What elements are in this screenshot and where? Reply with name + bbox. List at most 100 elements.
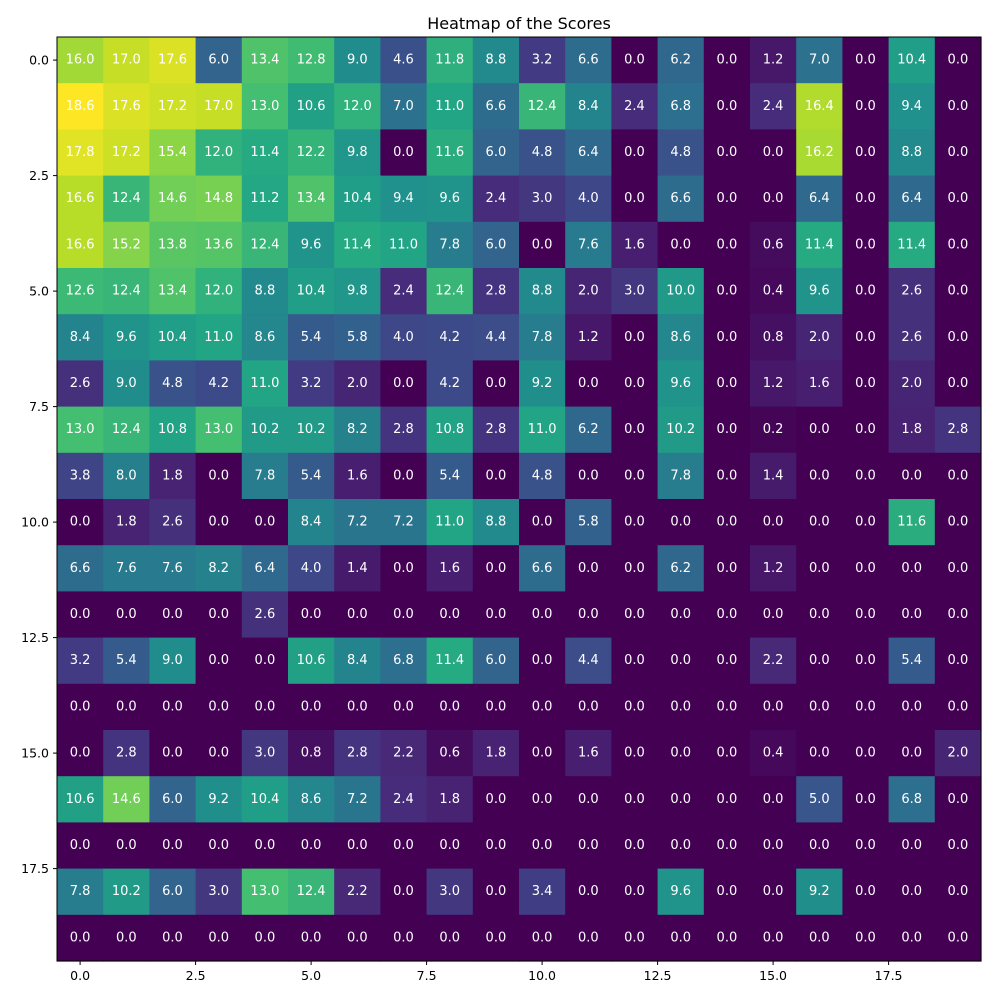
heatmap-cell: [334, 499, 381, 546]
heatmap-cell: [241, 776, 289, 823]
heatmap-cell: [195, 776, 243, 823]
cell-value-label: 0.0: [70, 838, 91, 853]
heatmap-cell: [241, 822, 289, 870]
cell-value-label: 0.0: [855, 237, 876, 252]
x-tick-label: 12.5: [644, 968, 672, 983]
heatmap-cell: [888, 83, 936, 130]
heatmap-cell: [750, 545, 797, 592]
cell-value-label: 0.0: [670, 607, 691, 622]
cell-value-label: 0.0: [116, 699, 137, 714]
heatmap-cell: [241, 221, 289, 269]
cell-value-label: 4.0: [393, 330, 414, 345]
heatmap-cell: [472, 683, 520, 731]
cell-value-label: 3.0: [255, 746, 276, 761]
heatmap-cell: [195, 683, 243, 731]
cell-value-label: 0.0: [624, 792, 645, 807]
heatmap-cell: [149, 268, 197, 315]
cell-value-label: 2.8: [393, 422, 414, 437]
x-tick-label: 17.5: [875, 968, 903, 983]
cell-value-label: 0.0: [717, 191, 738, 206]
cell-value-label: 0.0: [578, 792, 599, 807]
cell-value-label: 0.0: [948, 237, 969, 252]
cell-value-label: 0.0: [763, 699, 784, 714]
cell-value-label: 0.0: [948, 376, 969, 391]
cell-value-label: 2.8: [486, 284, 507, 299]
heatmap-cell: [195, 591, 243, 639]
heatmap-cell: [796, 175, 843, 223]
heatmap-cell: [565, 730, 612, 777]
cell-value-label: 0.0: [301, 930, 322, 945]
heatmap-cell: [380, 637, 428, 685]
cell-value-label: 0.0: [486, 607, 507, 622]
heatmap-cell: [703, 822, 751, 870]
cell-value-label: 11.0: [250, 376, 279, 391]
heatmap-cell: [472, 129, 520, 177]
cell-value-label: 0.0: [532, 930, 553, 945]
cell-value-label: 3.8: [70, 468, 91, 483]
heatmap-cell: [611, 37, 659, 84]
heatmap-cell: [888, 822, 936, 870]
cell-value-label: 0.0: [855, 653, 876, 668]
heatmap-cell: [934, 822, 982, 870]
cell-value-label: 12.0: [204, 145, 233, 160]
heatmap-cell: [472, 499, 520, 546]
cell-value-label: 0.0: [486, 884, 507, 899]
heatmap-cell: [149, 637, 197, 685]
heatmap-cell: [334, 129, 381, 177]
cell-value-label: 17.0: [112, 53, 141, 68]
cell-value-label: 0.0: [162, 746, 183, 761]
cell-value-label: 7.8: [255, 468, 276, 483]
heatmap-cell: [519, 129, 566, 177]
heatmap-cell: [611, 499, 659, 546]
cell-value-label: 6.6: [532, 561, 553, 576]
heatmap-cell: [334, 83, 381, 130]
cell-value-label: 0.0: [255, 838, 276, 853]
heatmap-cell: [288, 175, 335, 223]
heatmap-cell: [842, 360, 890, 408]
cell-value-label: 8.2: [208, 561, 229, 576]
heatmap-cell: [472, 591, 520, 639]
heatmap-cell: [934, 406, 982, 454]
cell-value-label: 0.0: [670, 746, 691, 761]
cell-value-label: 0.0: [948, 468, 969, 483]
cell-value-label: 0.8: [763, 330, 784, 345]
cell-value-label: 6.8: [393, 653, 414, 668]
heatmap-cell: [149, 406, 197, 454]
cell-value-label: 9.8: [347, 284, 368, 299]
heatmap-cell: [195, 637, 243, 685]
heatmap-cell: [519, 175, 566, 223]
heatmap-cell: [796, 83, 843, 130]
cell-value-label: 0.0: [255, 653, 276, 668]
heatmap-cell: [842, 637, 890, 685]
heatmap-cell: [796, 406, 843, 454]
cell-value-label: 0.0: [763, 930, 784, 945]
heatmap-cell: [195, 268, 243, 315]
cell-value-label: 0.0: [855, 884, 876, 899]
heatmap-cell: [288, 314, 335, 361]
chart-title: Heatmap of the Scores: [427, 14, 611, 33]
cell-value-label: 4.4: [578, 653, 599, 668]
cell-value-label: 9.0: [116, 376, 137, 391]
heatmap-cell: [519, 545, 566, 592]
heatmap-cell: [796, 499, 843, 546]
cell-value-label: 9.8: [347, 145, 368, 160]
cell-value-label: 0.0: [624, 699, 645, 714]
cell-value-label: 0.0: [70, 607, 91, 622]
cell-value-label: 12.4: [435, 284, 464, 299]
heatmap-cell: [426, 221, 474, 269]
cell-value-label: 0.0: [624, 330, 645, 345]
cell-value-label: 9.6: [116, 330, 137, 345]
cell-value-label: 11.2: [250, 191, 279, 206]
heatmap-cell: [750, 868, 797, 916]
heatmap-cell: [334, 637, 381, 685]
cell-value-label: 11.0: [435, 99, 464, 114]
heatmap-cell: [611, 730, 659, 777]
cell-value-label: 12.4: [112, 422, 141, 437]
heatmap-cell: [241, 914, 289, 962]
heatmap-cell: [565, 822, 612, 870]
cell-value-label: 0.2: [763, 422, 784, 437]
heatmap-cell: [519, 221, 566, 269]
heatmap-cell: [241, 268, 289, 315]
heatmap-cell: [241, 83, 289, 130]
heatmap-cell: [842, 730, 890, 777]
